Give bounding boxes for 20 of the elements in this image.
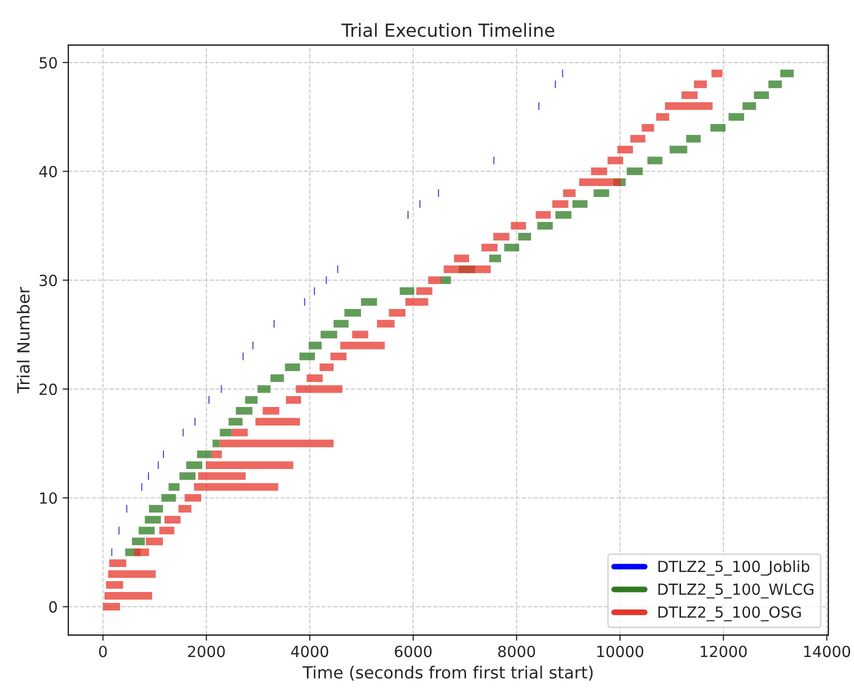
- legend-label: DTLZ2_5_100_Joblib: [658, 560, 810, 576]
- y-tick-label: 10: [40, 492, 57, 504]
- x-tick-label: 2000: [188, 646, 225, 658]
- x-tick-label: 4000: [291, 646, 328, 658]
- y-tick-label: 20: [40, 384, 57, 396]
- x-tick-label: 10000: [597, 646, 644, 658]
- x-tick-label: 8000: [498, 646, 536, 658]
- y-tick-label: 30: [40, 274, 57, 286]
- y-tick-label: 40: [39, 166, 57, 178]
- x-tick-label: 12000: [700, 646, 747, 658]
- chart-title: Trial Execution Timeline: [341, 23, 554, 38]
- legend-label: DTLZ2_5_100_WLCG: [658, 583, 814, 598]
- y-axis-title: Trial Number: [16, 286, 30, 394]
- legend-label: DTLZ2_5_100_OSG: [658, 606, 801, 622]
- y-tick-label: 0: [49, 601, 57, 613]
- x-axis-title: Time (seconds from first trial start): [302, 666, 593, 681]
- x-tick-label: 14000: [804, 646, 850, 658]
- x-tick-label: 0: [99, 646, 107, 658]
- y-tick-label: 50: [40, 56, 57, 69]
- x-tick-label: 6000: [394, 646, 432, 658]
